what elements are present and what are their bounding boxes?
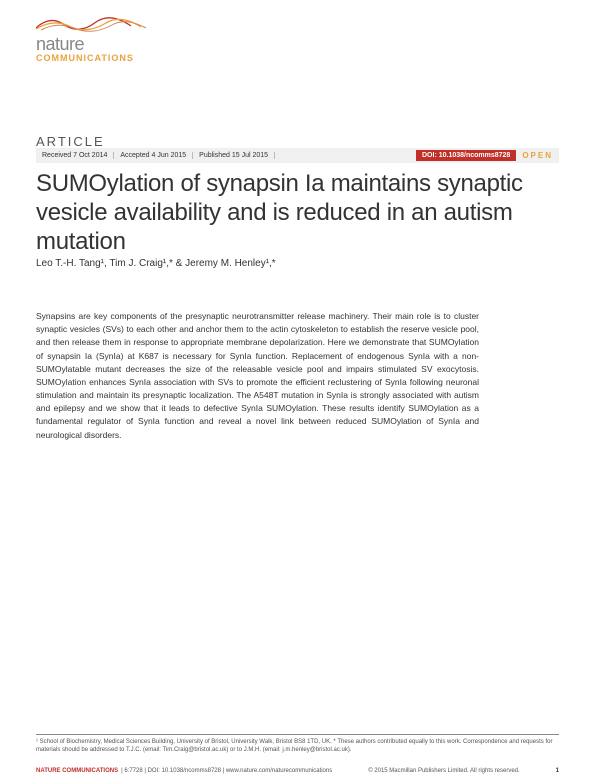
open-access-label: OPEN [516, 151, 559, 160]
article-type-label: ARTICLE [36, 134, 105, 149]
journal-subtitle: COMMUNICATIONS [36, 53, 176, 63]
logo-waves-icon [36, 12, 176, 34]
footer-journal: NATURE COMMUNICATIONS [36, 768, 118, 774]
published-date: Published 15 Jul 2015 [193, 152, 275, 159]
footer-citation: | 6:7728 | DOI: 10.1038/ncomms8728 | www… [121, 768, 332, 774]
page-number: 1 [556, 768, 559, 774]
metadata-bar: Received 7 Oct 2014 Accepted 4 Jun 2015 … [36, 148, 559, 163]
page-footer: NATURE COMMUNICATIONS | 6:7728 | DOI: 10… [36, 768, 559, 774]
authors-list: Leo T.-H. Tang¹, Tim J. Craig¹,* & Jerem… [36, 258, 559, 269]
accepted-date: Accepted 4 Jun 2015 [114, 152, 193, 159]
footer-copyright: © 2015 Macmillan Publishers Limited. All… [368, 768, 520, 774]
received-date: Received 7 Oct 2014 [36, 152, 114, 159]
doi-badge: DOI: 10.1038/ncomms8728 [416, 150, 516, 161]
article-title: SUMOylation of synapsin Ia maintains syn… [36, 170, 559, 256]
affiliation-footnote: ¹ School of Biochemistry, Medical Scienc… [36, 734, 559, 754]
journal-name: nature [36, 34, 176, 55]
abstract-text: Synapsins are key components of the pres… [36, 310, 479, 442]
journal-logo: nature COMMUNICATIONS [36, 12, 176, 60]
